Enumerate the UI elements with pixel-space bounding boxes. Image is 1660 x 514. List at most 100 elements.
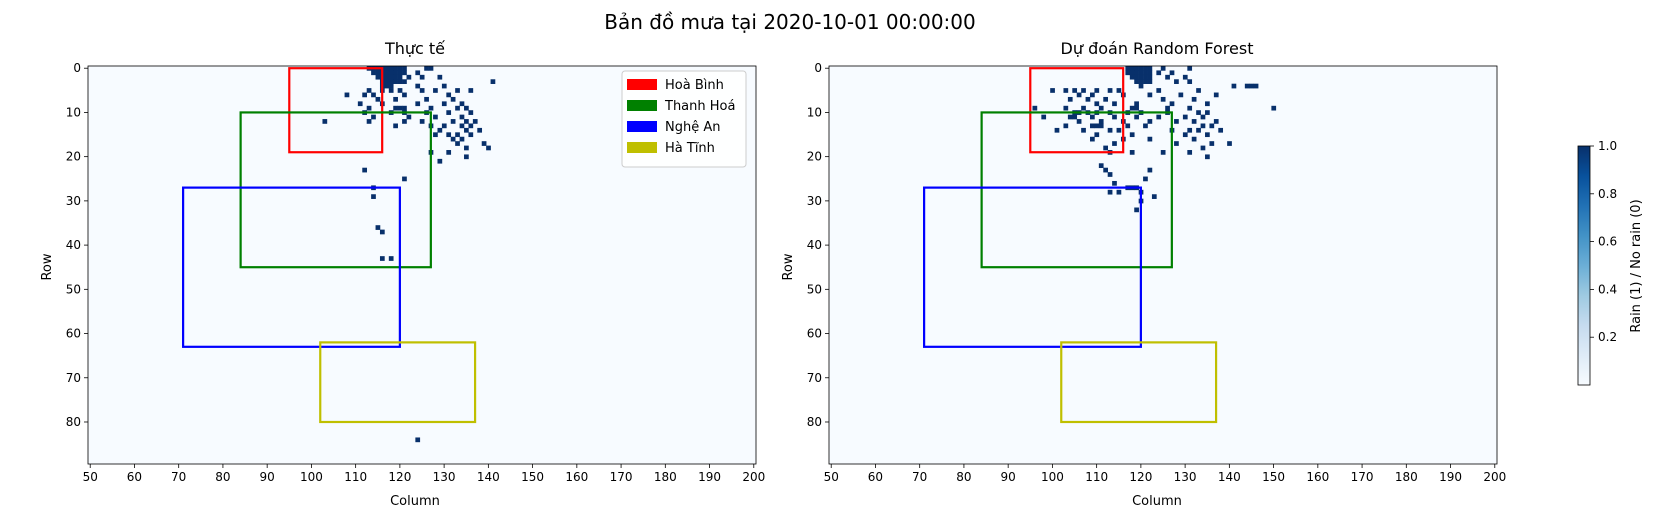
rain-cell (1143, 66, 1148, 71)
rain-cell (1125, 123, 1131, 129)
rain-cell (397, 66, 403, 71)
rain-cell (468, 132, 474, 138)
x-tick-label: 200 (1483, 470, 1506, 484)
plot-frame-prediction (828, 65, 1498, 465)
rain-cell (455, 141, 460, 146)
y-tick-label: 40 (807, 238, 822, 252)
rain-cell (437, 74, 443, 80)
x-tick-label: 60 (127, 470, 142, 484)
rain-cell (1072, 88, 1078, 93)
rain-cell (393, 96, 398, 102)
rain-cell (468, 123, 474, 129)
y-tick-label: 20 (807, 150, 822, 164)
rain-cell (388, 79, 394, 84)
rain-cell (1174, 119, 1179, 124)
rain-cell (1076, 119, 1082, 124)
rain-cell (1134, 66, 1139, 71)
rain-cell (1129, 150, 1135, 155)
rain-cell (459, 136, 465, 142)
rain-cell (1187, 150, 1193, 155)
rain-cell (397, 74, 403, 80)
rain-cell (1253, 83, 1259, 89)
rain-cell (1090, 114, 1095, 120)
region-box-ha-tinh (1060, 341, 1218, 424)
rain-cell (393, 79, 398, 84)
y-tick-label: 0 (73, 61, 81, 75)
rain-cell (1050, 88, 1055, 93)
x-tick-label: 170 (610, 470, 633, 484)
rain-cell (388, 66, 394, 71)
x-tick-label: 130 (1174, 470, 1197, 484)
x-tick-label: 80 (956, 470, 971, 484)
rain-cell (388, 74, 394, 80)
rain-cell (1098, 105, 1104, 111)
x-tick-label: 150 (521, 470, 544, 484)
rain-cell (1103, 96, 1109, 102)
rain-cell (1249, 83, 1254, 89)
rain-cell (1072, 114, 1078, 120)
y-tick-label: 10 (807, 105, 822, 119)
x-tick-label: 50 (83, 470, 98, 484)
rain-cell (419, 88, 425, 93)
rain-cell (1182, 74, 1188, 80)
rain-cell (1187, 79, 1193, 84)
rain-cell (379, 256, 385, 261)
x-tick-label: 90 (1001, 470, 1016, 484)
rain-cell (1151, 194, 1157, 199)
rain-cell (375, 74, 381, 80)
y-axis-ticks-prediction: 0 10 20 30 40 50 60 70 80 (807, 61, 829, 429)
y-tick-label: 30 (66, 194, 81, 208)
heatmap-panel-prediction: Dự đoán Random Forest 50 60 70 80 90 100 110 12… (781, 39, 1506, 509)
x-axis-ticks-actual: 50 60 70 80 90 100 110 120 130 140 150 160 170 180 190… (83, 464, 765, 484)
rain-cell (455, 132, 460, 138)
rain-cell (1107, 189, 1113, 195)
rain-cell (1094, 132, 1100, 138)
rain-cell (1147, 92, 1153, 98)
rain-cell (366, 119, 372, 124)
y-tick-label: 80 (807, 415, 822, 429)
x-tick-label: 170 (1351, 470, 1374, 484)
heatmap-background (829, 66, 1497, 464)
figure-suptitle: Bản đồ mưa tại 2020-10-01 00:00:00 (604, 10, 976, 34)
legend-label-hoa-binh: Hoà Bình (665, 78, 724, 93)
region-box-hoa-binh (288, 67, 384, 154)
y-axis-ticks-actual: 0 10 20 30 40 50 60 70 80 (66, 61, 88, 429)
rain-cell (384, 83, 390, 89)
rain-cell (1205, 132, 1210, 138)
rain-cell (344, 92, 350, 98)
region-box-thanh-hoa (239, 111, 432, 269)
legend: Hoà Bình Thanh Hoá Nghệ An Hà Tĩnh (621, 70, 747, 168)
rain-cell (371, 194, 376, 199)
rain-cell (1213, 119, 1219, 124)
rain-cell (450, 136, 456, 142)
rain-cell (1191, 119, 1197, 124)
x-tick-label: 130 (433, 470, 456, 484)
y-tick-label: 50 (66, 282, 81, 296)
rain-cell (402, 92, 407, 98)
rain-cell (1134, 207, 1139, 213)
rain-cell (464, 145, 469, 151)
colorbar: 0.2 0.4 0.6 0.8 1.0 Rain (1) / No rain (0) (1577, 139, 1644, 386)
rain-cell (379, 229, 385, 235)
rain-cell (459, 114, 465, 120)
rain-cell (1271, 105, 1277, 111)
x-axis-label-actual: Column (390, 494, 440, 509)
rain-cell (1125, 66, 1131, 71)
x-tick-label: 100 (1041, 470, 1064, 484)
rain-cell (388, 83, 394, 89)
rain-cell (375, 225, 381, 230)
rain-cell (419, 74, 425, 80)
rain-cell (397, 88, 403, 93)
colorbar-ticks: 0.2 0.4 0.6 0.8 1.0 (1590, 139, 1617, 344)
rain-cell (1094, 88, 1100, 93)
rain-cell (371, 70, 376, 76)
y-tick-label: 40 (66, 238, 81, 252)
x-tick-label: 140 (477, 470, 500, 484)
x-tick-label: 90 (260, 470, 275, 484)
rain-cell (459, 123, 465, 129)
rain-cell (402, 79, 407, 84)
panel-title-actual: Thực tế (384, 39, 445, 58)
colorbar-tick-label: 1.0 (1598, 139, 1617, 153)
y-tick-label: 50 (807, 282, 822, 296)
rain-cell (468, 110, 474, 115)
